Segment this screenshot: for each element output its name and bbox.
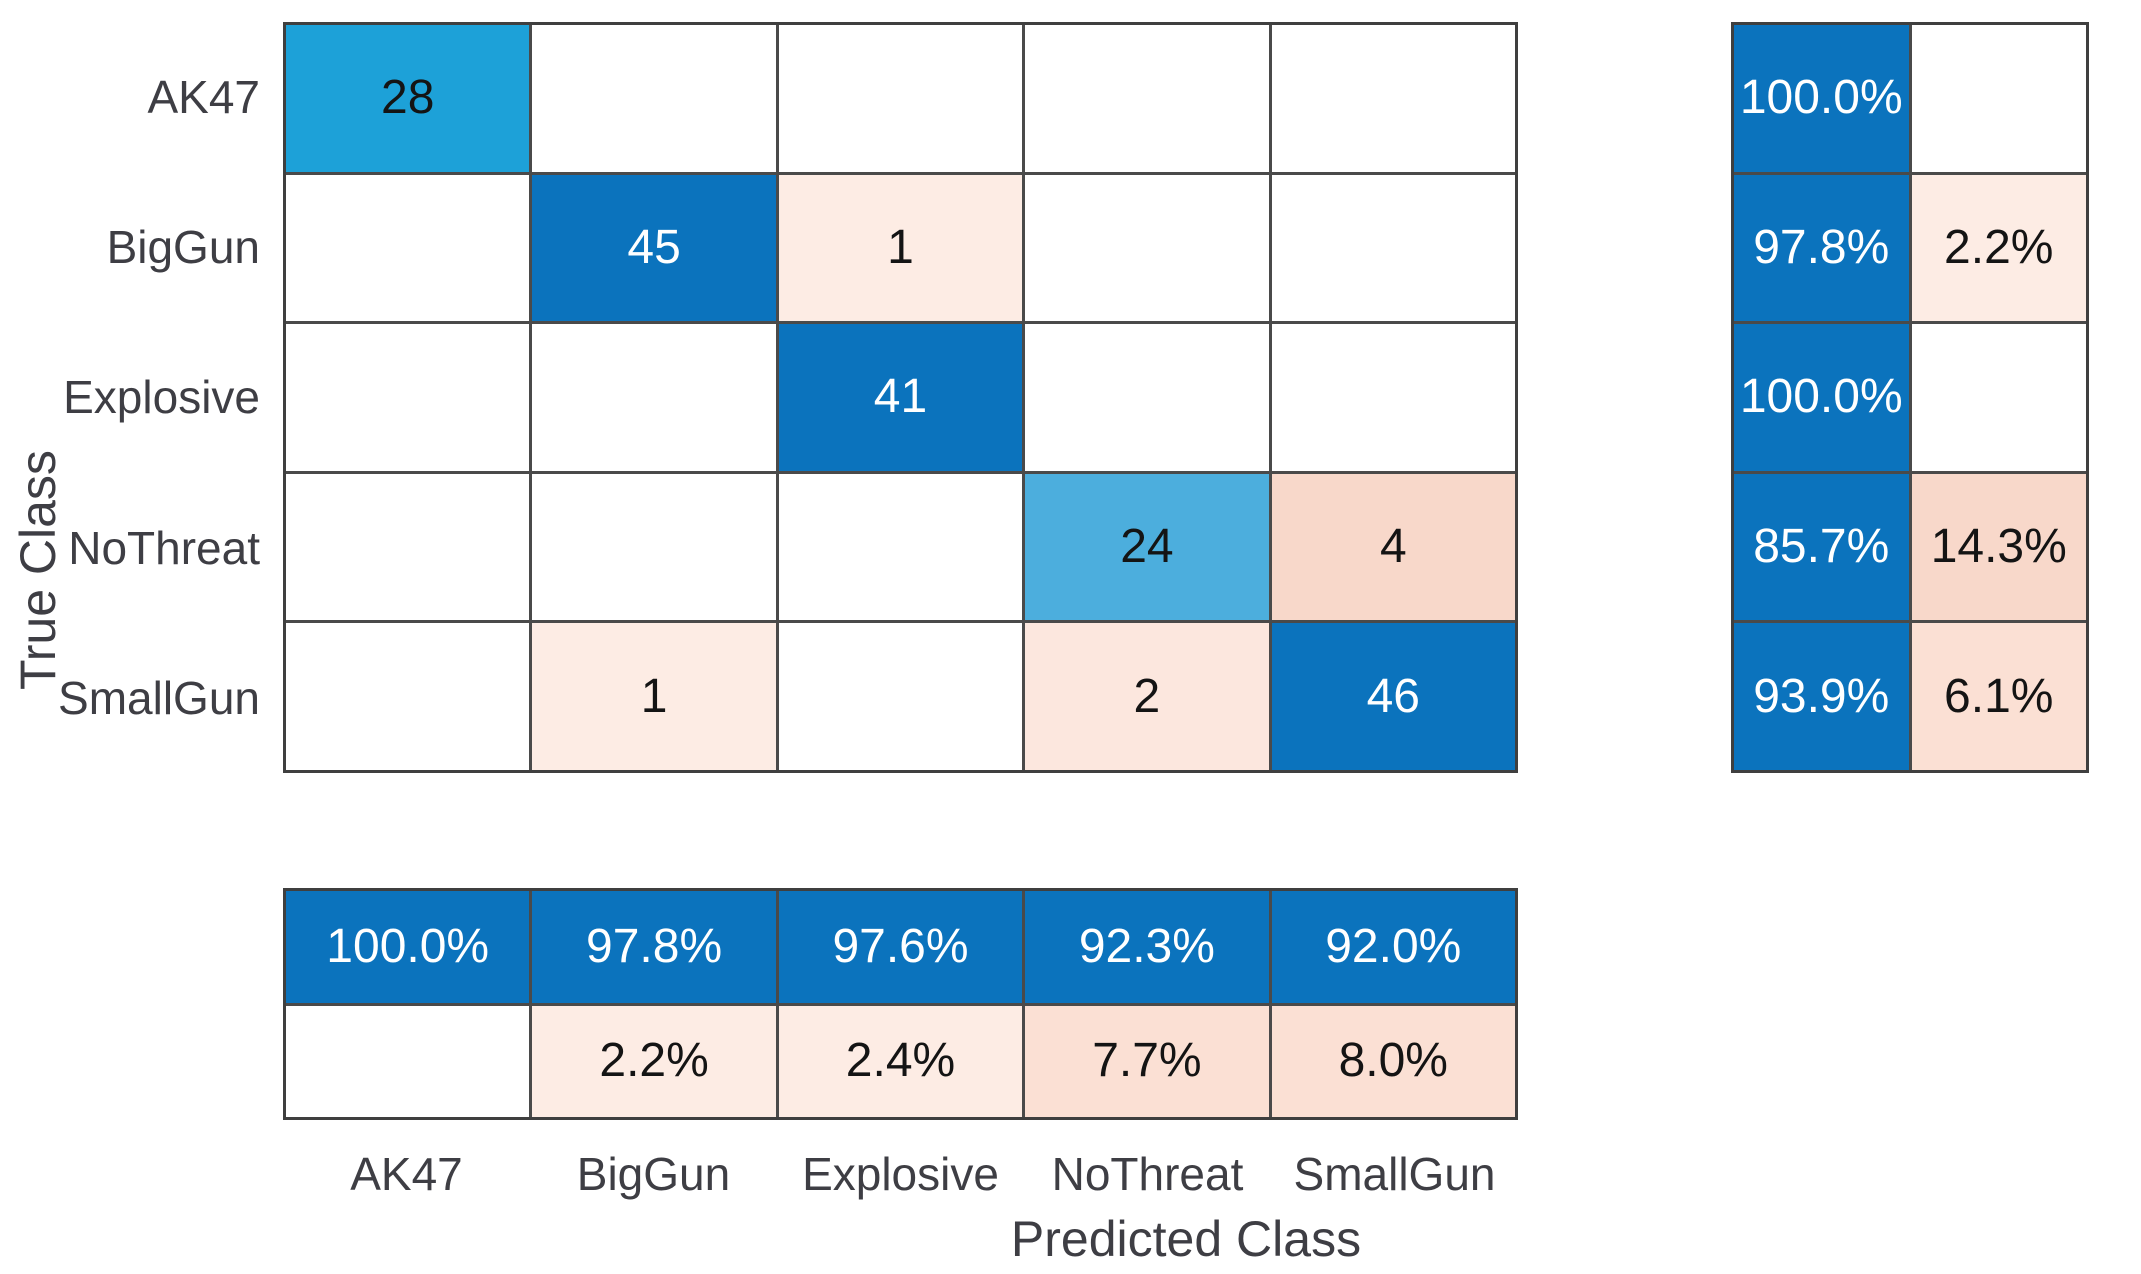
col-summary-cell: 92.3%	[1025, 891, 1269, 1003]
col-summary-cell: 97.6%	[778, 891, 1023, 1003]
row-summary-grid: 100.0% 97.8% 2.2% 100.0% 85.7% 14.3% 93.9% 6.1%	[1731, 22, 2089, 773]
y-axis-tick-labels: AK47 BigGun Explosive NoThreat SmallGun	[0, 22, 260, 773]
x-tick-label: NoThreat	[1051, 1148, 1244, 1200]
matrix-cell: 2	[1025, 623, 1269, 770]
col-summary-cell	[286, 1005, 530, 1117]
matrix-cell	[532, 473, 776, 621]
row-summary-cell	[1911, 25, 2086, 172]
matrix-cell	[778, 623, 1023, 770]
matrix-cell	[778, 25, 1023, 172]
matrix-cell	[1025, 174, 1269, 322]
row-summary-cell: 2.2%	[1911, 174, 2086, 322]
matrix-cell	[286, 174, 530, 322]
y-tick-label: Explosive	[63, 371, 260, 424]
row-summary-cell: 100.0%	[1734, 324, 1909, 471]
y-tick-label: AK47	[147, 71, 260, 124]
row-summary-cell: 14.3%	[1911, 473, 2086, 621]
matrix-cell	[1025, 25, 1269, 172]
matrix-cell: 45	[532, 174, 776, 322]
x-tick-label: Explosive	[802, 1148, 999, 1200]
matrix-cell	[778, 473, 1023, 621]
col-summary-cell: 97.8%	[532, 891, 776, 1003]
matrix-cell: 41	[778, 324, 1023, 471]
matrix-cell: 24	[1025, 473, 1269, 621]
col-summary-cell: 2.4%	[778, 1005, 1023, 1117]
row-summary-cell: 100.0%	[1734, 25, 1909, 172]
matrix-cell: 4	[1271, 473, 1515, 621]
x-tick-label: AK47	[350, 1148, 463, 1200]
row-summary-cell: 6.1%	[1911, 623, 2086, 770]
col-summary-cell: 92.0%	[1271, 891, 1515, 1003]
row-summary-cell	[1911, 324, 2086, 471]
y-tick-label: NoThreat	[68, 521, 260, 574]
col-summary-cell: 8.0%	[1271, 1005, 1515, 1117]
matrix-cell: 46	[1271, 623, 1515, 770]
x-axis-tick-labels: AK47 BigGun Explosive NoThreat SmallGun	[283, 1138, 1518, 1210]
y-tick-label: SmallGun	[58, 671, 260, 724]
matrix-cell	[1025, 324, 1269, 471]
y-tick-label: BigGun	[106, 221, 260, 274]
matrix-cell: 1	[532, 623, 776, 770]
matrix-cell	[532, 25, 776, 172]
matrix-cell	[532, 324, 776, 471]
x-tick-label: SmallGun	[1293, 1148, 1496, 1200]
col-summary-cell: 7.7%	[1025, 1005, 1269, 1117]
matrix-cell: 28	[286, 25, 530, 172]
row-summary-cell: 93.9%	[1734, 623, 1909, 770]
confusion-matrix-grid: 28 45 1 41 24 4 1 2 46	[283, 22, 1518, 773]
matrix-cell	[286, 623, 530, 770]
column-summary-grid: 100.0% 97.8% 97.6% 92.3% 92.0% 2.2% 2.4% 7.7% 8.…	[283, 888, 1518, 1120]
matrix-cell	[1271, 324, 1515, 471]
col-summary-cell: 100.0%	[286, 891, 530, 1003]
matrix-cell	[286, 473, 530, 621]
matrix-cell	[1271, 25, 1515, 172]
x-axis-label: Predicted Class	[1010, 1211, 1362, 1267]
row-summary-cell: 85.7%	[1734, 473, 1909, 621]
matrix-cell: 1	[778, 174, 1023, 322]
col-summary-cell: 2.2%	[532, 1005, 776, 1117]
matrix-cell	[286, 324, 530, 471]
matrix-cell	[1271, 174, 1515, 322]
x-tick-label: BigGun	[576, 1148, 731, 1200]
row-summary-cell: 97.8%	[1734, 174, 1909, 322]
